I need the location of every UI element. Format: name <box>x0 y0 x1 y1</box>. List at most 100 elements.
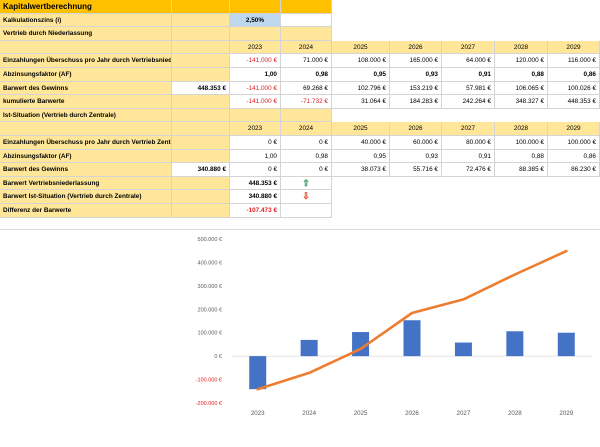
cell[interactable] <box>172 190 230 204</box>
interest-label[interactable]: Kalkulationszins (i) <box>0 13 172 28</box>
value-cell[interactable]: 0,98 <box>281 68 332 82</box>
cell[interactable] <box>172 54 230 68</box>
cell[interactable] <box>230 0 281 14</box>
interest-value[interactable]: 2,50% <box>230 13 281 28</box>
cell[interactable] <box>172 13 230 28</box>
value-cell[interactable]: 86.230 € <box>548 163 600 177</box>
cell[interactable] <box>230 108 281 123</box>
value-cell[interactable]: 0 € <box>281 163 332 177</box>
summary-b-label[interactable]: Barwert Ist-Situation (Vertrieb durch Ze… <box>0 190 172 204</box>
value-cell[interactable]: 0,95 <box>332 68 390 82</box>
year-header[interactable]: 2029 <box>548 122 600 136</box>
cell[interactable] <box>172 40 230 55</box>
value-cell[interactable]: 69.268 € <box>281 81 332 96</box>
year-header[interactable]: 2024 <box>281 122 332 136</box>
cell[interactable] <box>172 149 230 164</box>
value-cell[interactable]: 448.353 € <box>548 95 600 109</box>
value-cell[interactable]: 102.796 € <box>332 81 390 96</box>
value-cell[interactable]: 0,86 <box>548 149 600 164</box>
year-header[interactable]: 2028 <box>495 40 548 55</box>
cell[interactable] <box>0 40 172 55</box>
value-cell[interactable]: 72.476 € <box>442 163 495 177</box>
summary-a-value[interactable]: 448.353 € <box>230 176 281 191</box>
row-label[interactable]: Einzahlungen Überschuss pro Jahr durch V… <box>0 54 172 68</box>
diff-label[interactable]: Differenz der Barwerte <box>0 204 172 218</box>
value-cell[interactable]: 0,93 <box>390 68 442 82</box>
value-cell[interactable]: 0,91 <box>442 149 495 164</box>
value-cell[interactable]: 184.283 € <box>390 95 442 109</box>
cell[interactable] <box>281 108 332 123</box>
row-label[interactable]: Abzinsungsfaktor (AF) <box>0 149 172 164</box>
value-cell[interactable]: 165.000 € <box>390 54 442 68</box>
year-header[interactable]: 2026 <box>390 122 442 136</box>
year-header[interactable]: 2026 <box>390 40 442 55</box>
row-label[interactable]: Barwert des Gewinns <box>0 81 172 96</box>
cell[interactable] <box>281 13 332 28</box>
sheet-title[interactable]: Kapitalwertberechnung <box>0 0 172 14</box>
value-cell[interactable]: 0,95 <box>332 149 390 164</box>
value-cell[interactable]: 108.000 € <box>332 54 390 68</box>
diff-value[interactable]: -107.473 € <box>230 204 281 218</box>
cell[interactable] <box>172 0 230 14</box>
value-cell[interactable]: 71.000 € <box>281 54 332 68</box>
value-cell[interactable]: 100.026 € <box>548 81 600 96</box>
value-cell[interactable]: 0 € <box>230 163 281 177</box>
value-cell[interactable]: 348.327 € <box>495 95 548 109</box>
value-cell[interactable]: 0 € <box>230 136 281 150</box>
value-cell[interactable]: 0,93 <box>390 149 442 164</box>
cell[interactable] <box>172 176 230 191</box>
cell[interactable] <box>172 95 230 109</box>
row-total[interactable]: 448.353 € <box>172 81 230 96</box>
year-header[interactable]: 2024 <box>281 40 332 55</box>
value-cell[interactable]: 1,00 <box>230 68 281 82</box>
year-header[interactable]: 2027 <box>442 40 495 55</box>
value-cell[interactable]: 60.000 € <box>390 136 442 150</box>
value-cell[interactable]: 0 € <box>281 136 332 150</box>
cell[interactable] <box>172 122 230 136</box>
row-label[interactable]: Abzinsungsfaktor (AF) <box>0 68 172 82</box>
value-cell[interactable]: -71.732 € <box>281 95 332 109</box>
value-cell[interactable]: 88.385 € <box>495 163 548 177</box>
value-cell[interactable]: 120.000 € <box>495 54 548 68</box>
cell[interactable] <box>172 136 230 150</box>
section-a-label[interactable]: Vertrieb durch Niederlassung <box>0 27 172 41</box>
value-cell[interactable]: 57.981 € <box>442 81 495 96</box>
value-cell[interactable]: 116.000 € <box>548 54 600 68</box>
cell[interactable]: ⇩ <box>281 190 332 204</box>
cell[interactable] <box>281 27 332 41</box>
year-header[interactable]: 2023 <box>230 40 281 55</box>
value-cell[interactable]: -141.000 € <box>230 54 281 68</box>
row-label[interactable]: kumulierte Barwerte <box>0 95 172 109</box>
value-cell[interactable]: 100.000 € <box>548 136 600 150</box>
value-cell[interactable]: 0,98 <box>281 149 332 164</box>
cell[interactable] <box>172 204 230 218</box>
cell[interactable] <box>281 0 332 14</box>
chart[interactable]: 500.000 € 400.000 € 300.000 € 200.000 € 100.… <box>0 229 600 447</box>
value-cell[interactable]: 40.000 € <box>332 136 390 150</box>
value-cell[interactable]: 31.064 € <box>332 95 390 109</box>
value-cell[interactable]: 100.000 € <box>495 136 548 150</box>
value-cell[interactable]: -141.000 € <box>230 81 281 96</box>
value-cell[interactable]: 1,00 <box>230 149 281 164</box>
year-header[interactable]: 2023 <box>230 122 281 136</box>
row-total[interactable]: 340.880 € <box>172 163 230 177</box>
year-header[interactable]: 2025 <box>332 122 390 136</box>
year-header[interactable]: 2027 <box>442 122 495 136</box>
cell[interactable] <box>230 27 281 41</box>
cell[interactable] <box>172 68 230 82</box>
year-header[interactable]: 2025 <box>332 40 390 55</box>
row-label[interactable]: Barwert des Gewinns <box>0 163 172 177</box>
value-cell[interactable]: -141.000 € <box>230 95 281 109</box>
value-cell[interactable]: 55.716 € <box>390 163 442 177</box>
value-cell[interactable]: 153.219 € <box>390 81 442 96</box>
value-cell[interactable]: 64.000 € <box>442 54 495 68</box>
cell[interactable] <box>281 204 332 218</box>
value-cell[interactable]: 80.000 € <box>442 136 495 150</box>
value-cell[interactable]: 0,91 <box>442 68 495 82</box>
value-cell[interactable]: 38.073 € <box>332 163 390 177</box>
year-header[interactable]: 2029 <box>548 40 600 55</box>
row-label[interactable]: Einzahlungen Überschuss pro Jahr durch V… <box>0 136 172 150</box>
section-b-label[interactable]: Ist-Situation (Vertrieb durch Zentrale) <box>0 108 172 123</box>
cell[interactable]: ⇧ <box>281 176 332 191</box>
cell[interactable] <box>0 122 172 136</box>
